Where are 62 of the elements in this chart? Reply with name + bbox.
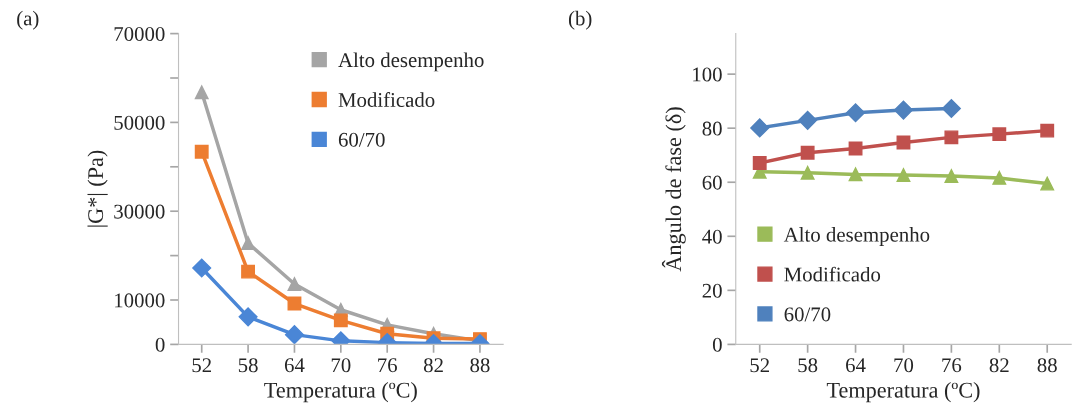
chart-title: (a) (17, 10, 39, 30)
point (1040, 176, 1055, 191)
point (238, 307, 258, 327)
y-tick-label: 60 (702, 175, 722, 190)
point (241, 264, 256, 279)
x-tick-label: 82 (423, 358, 443, 373)
legend-label: 60/70 (338, 132, 385, 147)
x-axis-title: Temperatura (ºC) (264, 382, 417, 403)
x-tick-label: 76 (942, 358, 962, 373)
x-tick-label: 76 (378, 358, 397, 373)
x-tick-label: 88 (470, 358, 490, 373)
legend-label: Alto desempenho (783, 227, 930, 246)
legend-label: 60/70 (784, 307, 831, 322)
point (194, 85, 209, 100)
x-tick-label: 64 (284, 358, 305, 373)
x-tick-label: 58 (238, 358, 258, 373)
point (893, 100, 914, 120)
y-tick-label: 30000 (114, 204, 165, 219)
legend-label: Modificado (338, 92, 435, 107)
point (1040, 123, 1055, 138)
point (941, 98, 961, 118)
point (848, 167, 863, 182)
point (752, 156, 767, 171)
point (333, 313, 348, 328)
point (846, 103, 866, 123)
point (284, 325, 304, 345)
point (800, 165, 815, 180)
y-tick-label: 80 (702, 121, 722, 136)
point (798, 110, 818, 130)
y-axis-title: Ângulo de fase (δ) (661, 107, 686, 272)
x-tick-label: 70 (894, 358, 914, 373)
point (192, 258, 212, 278)
y-tick-label: 40 (702, 229, 722, 244)
x-axis-title: Temperatura (ºC) (826, 382, 980, 403)
legend-label: Alto desempenho (338, 52, 484, 72)
y-axis-title: |G*| (Pa) (87, 150, 108, 227)
x-tick-label: 82 (989, 358, 1009, 373)
point (287, 277, 302, 291)
chart-title: (b) (568, 10, 592, 30)
x-tick-label: 52 (750, 358, 769, 373)
point (992, 127, 1007, 142)
point (896, 168, 911, 182)
x-tick-label: 88 (1037, 358, 1057, 373)
y-tick-label: 50000 (114, 115, 165, 130)
x-tick-label: 52 (192, 358, 211, 373)
y-tick-label: 0 (155, 337, 165, 352)
point (750, 118, 770, 138)
x-tick-label: 70 (331, 358, 351, 373)
x-tick-label: 58 (798, 358, 818, 373)
point (944, 130, 959, 145)
y-tick-label: 100 (693, 67, 722, 82)
legend-label: Modificado (784, 266, 881, 282)
y-tick-label: 10000 (115, 293, 165, 308)
y-tick-label: 0 (712, 337, 722, 352)
point (241, 236, 256, 251)
y-tick-label: 70000 (114, 26, 165, 42)
point (944, 169, 959, 183)
point (800, 145, 815, 160)
y-tick-label: 20 (702, 283, 722, 298)
point (194, 144, 209, 159)
point (992, 170, 1007, 185)
x-tick-label: 64 (846, 358, 866, 373)
